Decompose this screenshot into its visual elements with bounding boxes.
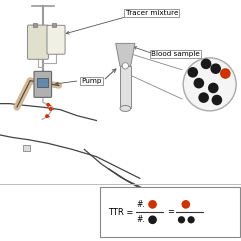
Circle shape <box>201 59 211 69</box>
Circle shape <box>183 58 236 111</box>
FancyBboxPatch shape <box>34 71 52 97</box>
Circle shape <box>49 107 53 111</box>
Circle shape <box>148 200 157 209</box>
FancyBboxPatch shape <box>27 25 48 59</box>
Bar <box>37 78 48 87</box>
Circle shape <box>181 200 190 209</box>
Circle shape <box>187 67 198 78</box>
Circle shape <box>198 92 209 103</box>
Circle shape <box>148 215 157 224</box>
Circle shape <box>46 103 50 107</box>
Ellipse shape <box>120 106 131 111</box>
Text: #.: #. <box>137 215 145 224</box>
Circle shape <box>210 63 221 74</box>
FancyBboxPatch shape <box>100 187 240 237</box>
Text: Tracer mixture: Tracer mixture <box>126 10 178 16</box>
Circle shape <box>178 216 185 223</box>
Bar <box>33 23 37 27</box>
Circle shape <box>208 83 219 93</box>
Text: #.: #. <box>137 200 145 209</box>
Text: Pump: Pump <box>81 78 102 84</box>
Circle shape <box>122 63 128 69</box>
Text: =: = <box>167 208 174 217</box>
Bar <box>120 66 131 108</box>
Circle shape <box>187 216 195 223</box>
Circle shape <box>45 114 49 118</box>
Bar <box>52 23 56 27</box>
Text: Blood sample: Blood sample <box>152 51 200 57</box>
FancyBboxPatch shape <box>47 25 65 54</box>
Circle shape <box>212 95 222 105</box>
Circle shape <box>220 68 231 79</box>
Circle shape <box>194 78 204 88</box>
Bar <box>23 145 30 151</box>
Text: TTR =: TTR = <box>108 208 134 217</box>
Polygon shape <box>116 43 135 66</box>
